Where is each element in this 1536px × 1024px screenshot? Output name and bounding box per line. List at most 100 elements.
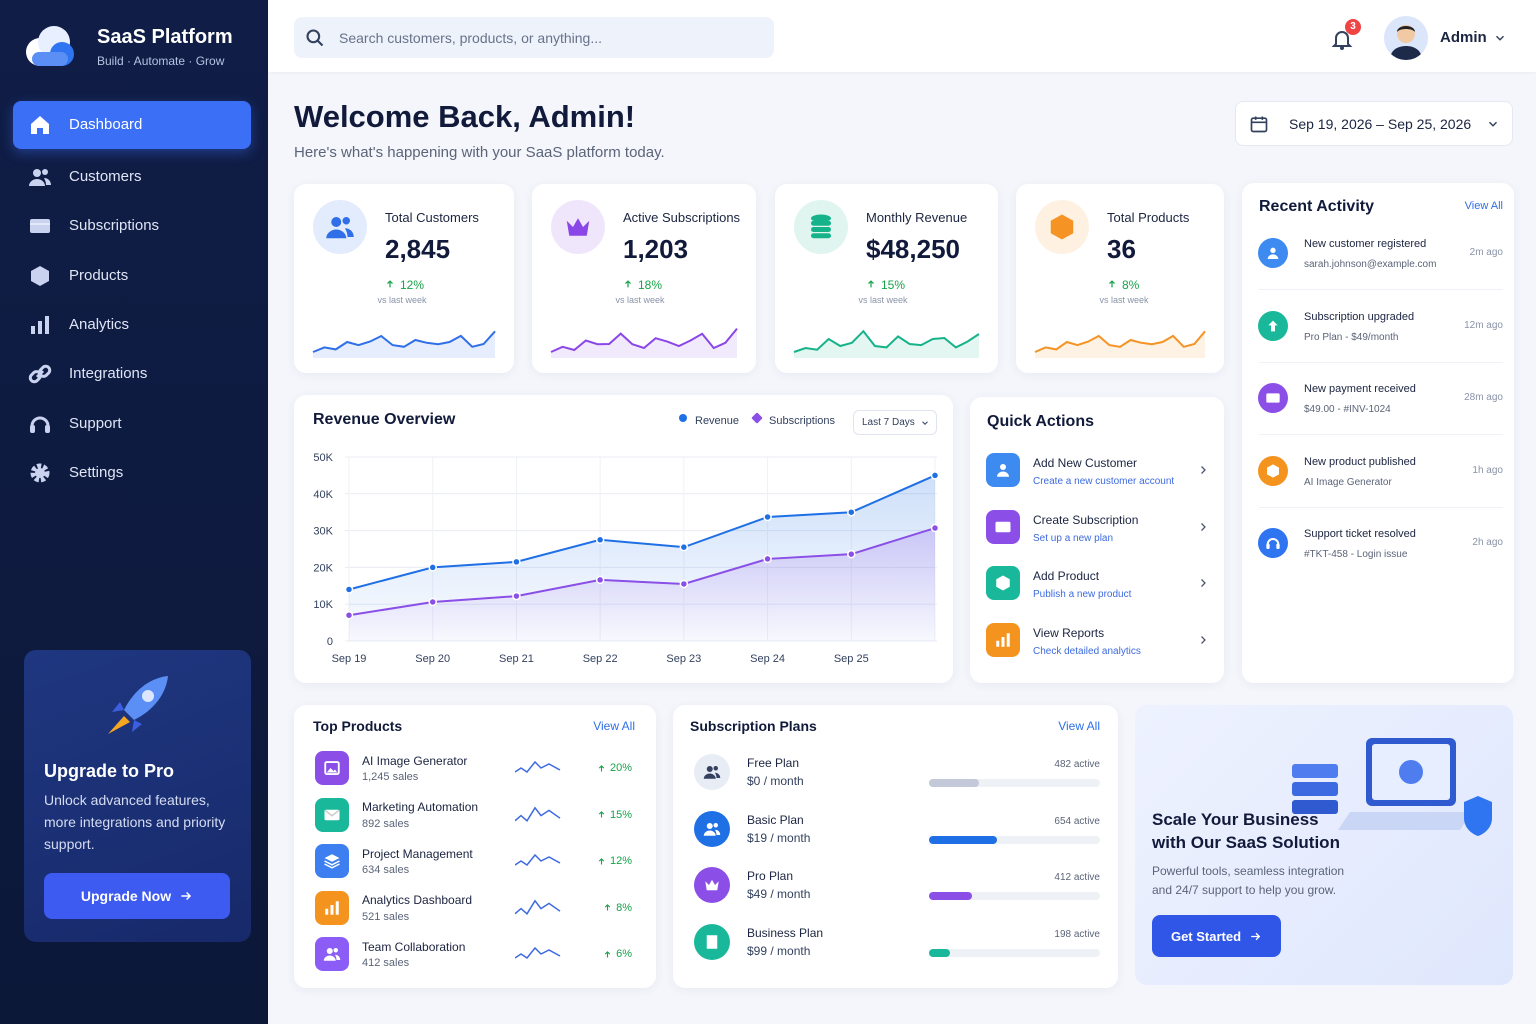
date-range: Sep 19, 2026 – Sep 25, 2026 [1289,115,1472,132]
product-name: Team Collaboration [362,939,466,954]
stat-change: 15% [881,277,906,292]
plan-name: Basic Plan [747,812,804,827]
search-box[interactable] [294,17,774,58]
button-arrow [1251,932,1261,940]
plan-bar [929,892,973,901]
y-tick-label: 20K [313,562,333,574]
activity-icon [1258,383,1288,413]
data-point [930,471,940,480]
icon-glyph [598,857,604,864]
plan-active: 482 active [900,758,1100,772]
icon-glyph [30,463,50,483]
plan-price-amount: $0 [747,774,761,788]
quick-action-subtitle: Publish a new product [1033,589,1132,601]
get-started-button[interactable]: Get Started [1152,915,1281,957]
stat-arrow [385,279,395,289]
nav-icon [27,263,53,289]
recent-activity-view-all[interactable]: View All [1464,200,1503,213]
activity-icon [1258,238,1288,268]
icon-glyph [997,464,1009,477]
activity-title: Support ticket resolved [1304,528,1416,541]
icon-glyph [705,880,719,891]
data-point [428,597,437,607]
logo-shape [32,52,68,66]
server [1292,800,1338,814]
activity-detail: Pro Plan - $49/month [1304,331,1399,343]
stat-label: Monthly Revenue [866,210,968,226]
upgrade-button[interactable]: Upgrade Now [44,873,230,919]
plan-active: 654 active [900,815,1100,829]
product-sales: 892 sales [362,817,410,830]
data-point [763,554,772,564]
date-picker[interactable] [1235,101,1513,146]
quick-action-title: Create Subscription [1033,512,1139,527]
icon-glyph [604,950,610,957]
icon-glyph [324,854,340,869]
stat-card [775,184,998,373]
plan-name: Free Plan [747,755,800,770]
stat-note: vs last week [615,294,665,305]
product-change: 20% [609,762,632,775]
notification-badge: 3 [1345,19,1361,35]
quick-action-title: View Reports [1033,625,1105,640]
icon-glyph [387,280,393,288]
plan-active-unit: active [1073,929,1100,941]
sparkline-line [515,946,561,960]
icon-glyph [1267,463,1279,478]
plan-price-period: / month [770,887,811,902]
plan-bar [929,835,998,844]
top-products-view-all[interactable]: View All [593,718,635,733]
chart-title: Revenue Overview [313,411,456,429]
recent-activity-title: Recent Activity [1259,198,1374,216]
rocket-fin [112,702,142,732]
y-tick-label: 50K [313,452,333,464]
nav-icon [27,312,53,338]
banner-title: Scale Your Business with Our SaaS Soluti… [1152,810,1340,852]
activity-divider [1259,434,1503,435]
icon-glyph [31,315,49,334]
nav-label: Settings [69,463,124,481]
subscription-plans-view-all[interactable]: View All [1058,718,1100,733]
plan-active-unit: active [1073,759,1100,770]
avatar[interactable] [1384,16,1428,60]
y-tick-label: 30K [313,526,333,538]
plan-bar-track [929,892,1100,901]
user-chevron [1493,31,1507,45]
activity-icon [1258,528,1288,558]
chart-filter[interactable] [853,410,937,435]
icon-glyph [1267,247,1279,259]
x-tick-label: Sep 23 [666,653,701,665]
data-point [512,591,521,601]
series-line [348,474,936,591]
subscription-plans-card [673,705,1118,988]
brand-name: SaaS Platform [97,26,233,48]
series-area [349,528,935,641]
sparkline-line [1034,330,1206,353]
cloud [1399,760,1423,784]
icon-glyph [706,935,718,949]
series-line [348,527,936,617]
x-tick-label: Sep 21 [499,653,534,665]
icon-glyph [306,29,324,47]
product-change: 15% [609,808,632,821]
nav-icon [27,361,53,387]
icon-glyph [996,575,1010,591]
activity-detail: sarah.johnson@example.com [1304,259,1437,270]
product-icon [315,890,349,925]
icon-glyph [598,764,604,771]
sparkline-area [313,331,495,358]
nav-label: Analytics [69,315,130,333]
product-sparkline [515,946,561,960]
quick-action-icon [986,453,1020,487]
server [1292,782,1338,796]
icon-glyph [1201,522,1206,531]
quick-action-subtitle: Check detailed analytics [1033,646,1141,658]
x-tick-label: Sep 19 [332,653,367,665]
plan-active-unit: active [1073,872,1100,884]
quick-action-subtitle: Create a new customer account [1033,476,1175,487]
icon-glyph [811,214,831,239]
button-arrow [181,891,192,901]
nav-label: Dashboard [69,116,143,133]
avatar-figure [1390,25,1422,60]
activity-time: 12m ago [1464,319,1503,331]
